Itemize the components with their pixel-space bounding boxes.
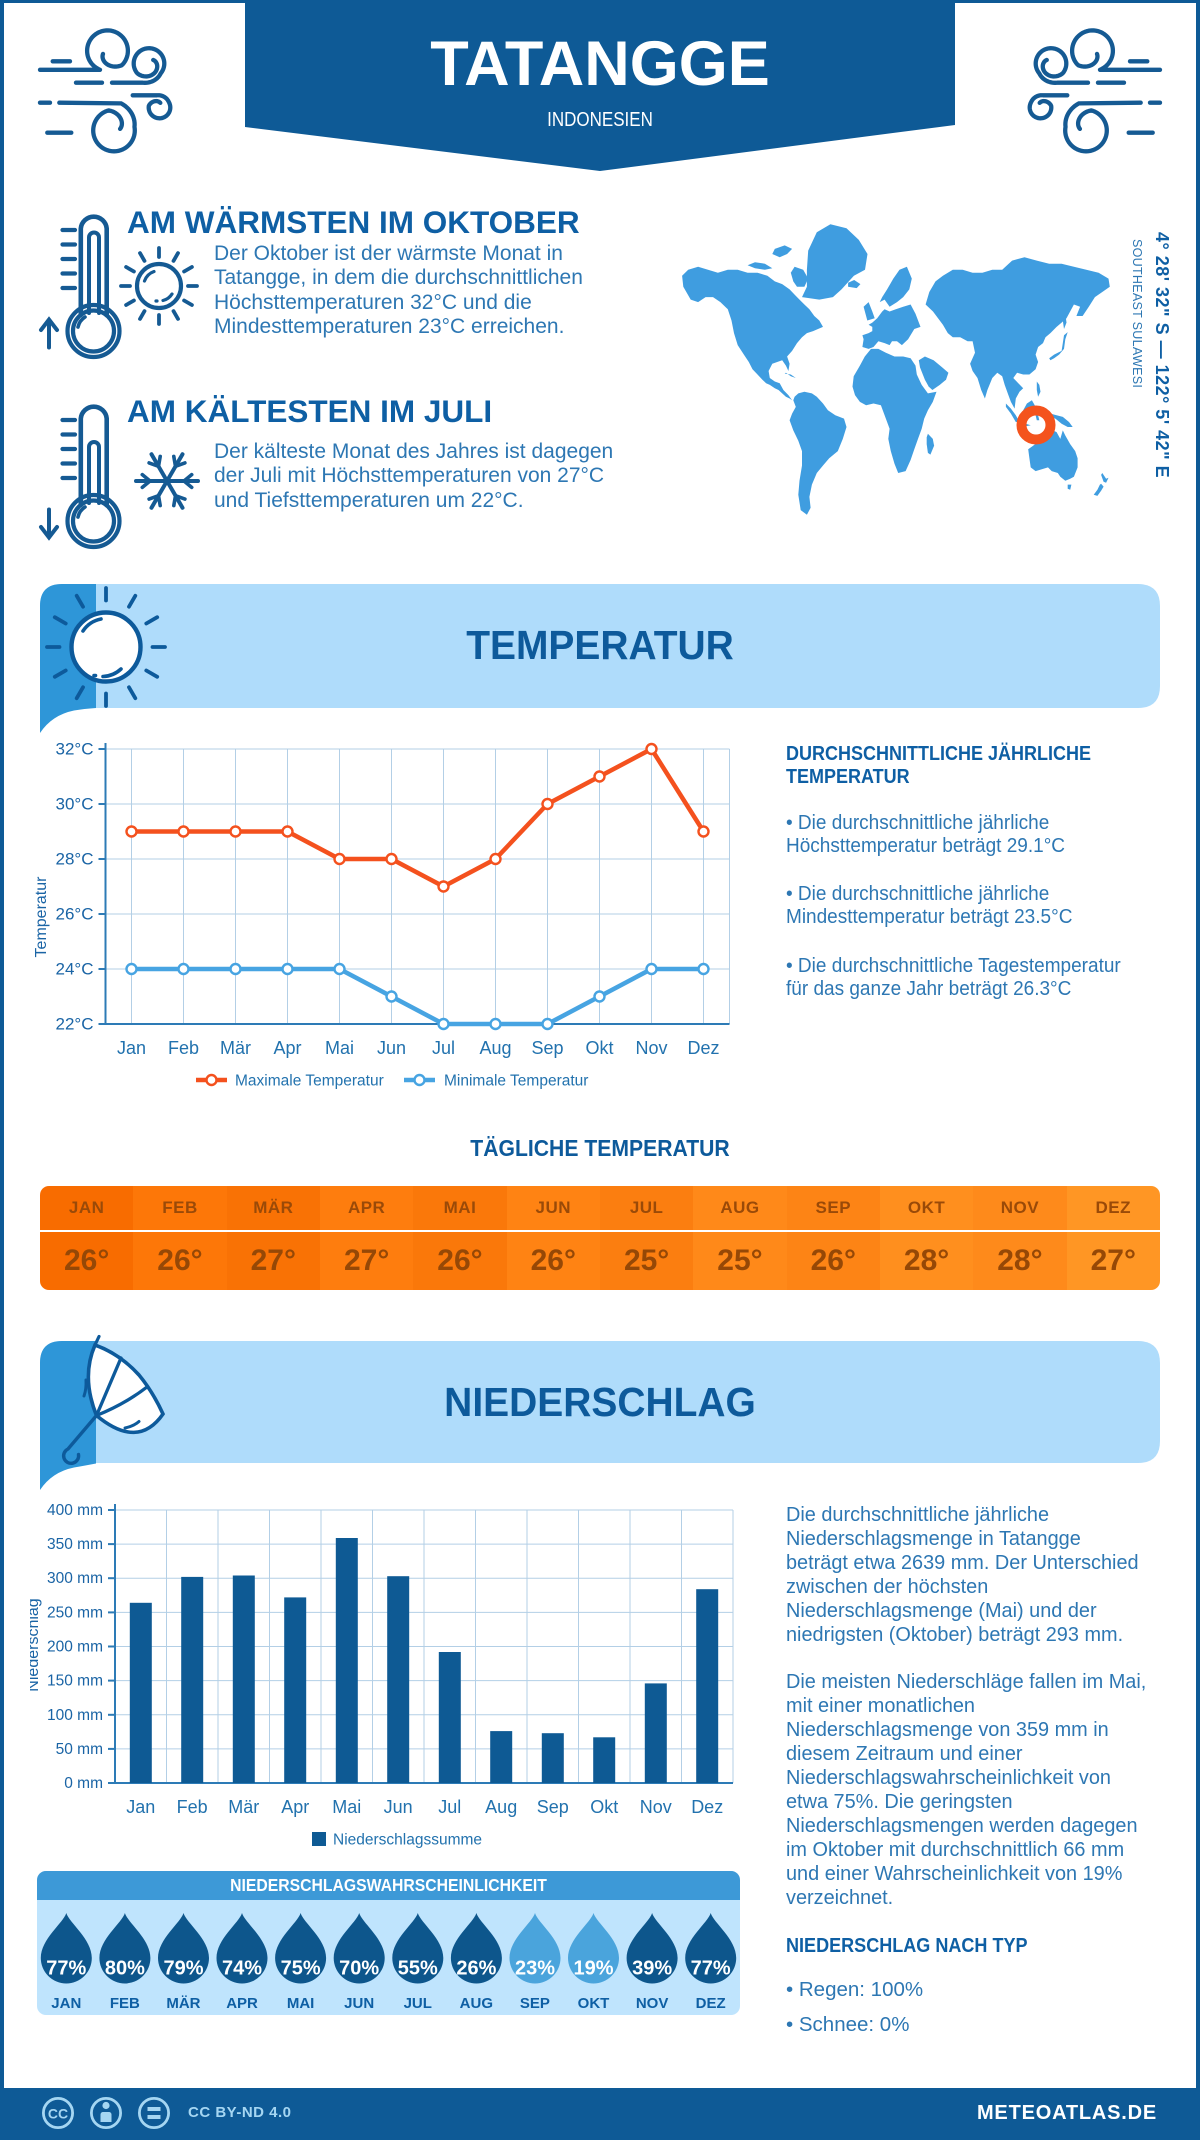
svg-text:26%: 26% [456,1958,496,1980]
svg-text:26°C: 26°C [56,905,94,924]
svg-text:Apr: Apr [273,1038,301,1058]
svg-text:CC: CC [48,2106,68,2122]
svg-text:Jan: Jan [126,1797,155,1817]
svg-text:Maximale Temperatur: Maximale Temperatur [235,1073,384,1090]
svg-text:Jul: Jul [438,1797,461,1817]
svg-text:Dez: Dez [691,1797,723,1817]
svg-text:Feb: Feb [177,1797,208,1817]
svg-text:Aug: Aug [485,1797,517,1817]
svg-text:300 mm: 300 mm [47,1570,103,1587]
svg-text:Temperatur: Temperatur [33,876,50,958]
svg-text:74%: 74% [222,1958,262,1980]
svg-text:Mai: Mai [332,1797,361,1817]
svg-text:150 mm: 150 mm [47,1673,103,1690]
svg-text:Mär: Mär [220,1038,251,1058]
svg-text:Jul: Jul [432,1038,455,1058]
svg-text:Aug: Aug [479,1038,511,1058]
svg-text:Jan: Jan [117,1038,146,1058]
svg-text:39%: 39% [632,1958,672,1980]
svg-text:Nov: Nov [640,1797,672,1817]
svg-text:Niederschlagssumme: Niederschlagssumme [333,1832,482,1849]
svg-text:Minimale Temperatur: Minimale Temperatur [444,1073,588,1090]
svg-text:200 mm: 200 mm [47,1639,103,1656]
svg-text:Jun: Jun [377,1038,406,1058]
svg-text:24°C: 24°C [56,960,94,979]
svg-text:70%: 70% [339,1958,379,1980]
svg-text:77%: 77% [691,1958,731,1980]
svg-text:30°C: 30°C [56,795,94,814]
svg-text:Okt: Okt [590,1797,618,1817]
svg-text:Feb: Feb [168,1038,199,1058]
svg-text:Niederschlag: Niederschlag [30,1598,42,1691]
svg-text:79%: 79% [163,1958,203,1980]
svg-text:Dez: Dez [687,1038,719,1058]
svg-text:Nov: Nov [635,1038,667,1058]
svg-text:Mär: Mär [228,1797,259,1817]
svg-text:75%: 75% [281,1958,321,1980]
svg-text:Mai: Mai [325,1038,354,1058]
svg-text:23%: 23% [515,1958,555,1980]
svg-text:19%: 19% [573,1958,613,1980]
svg-text:250 mm: 250 mm [47,1604,103,1621]
svg-text:22°C: 22°C [56,1015,94,1034]
svg-text:50 mm: 50 mm [56,1741,103,1758]
svg-text:55%: 55% [398,1958,438,1980]
svg-text:Sep: Sep [531,1038,563,1058]
svg-text:Jun: Jun [384,1797,413,1817]
svg-text:80%: 80% [105,1958,145,1980]
svg-text:Okt: Okt [585,1038,613,1058]
svg-text:Sep: Sep [537,1797,569,1817]
svg-text:350 mm: 350 mm [47,1536,103,1553]
svg-text:0 mm: 0 mm [64,1775,103,1792]
svg-text:32°C: 32°C [56,740,94,759]
svg-text:28°C: 28°C [56,850,94,869]
svg-text:100 mm: 100 mm [47,1707,103,1724]
svg-text:Apr: Apr [281,1797,309,1817]
svg-text:400 mm: 400 mm [47,1502,103,1519]
svg-text:77%: 77% [46,1958,86,1980]
